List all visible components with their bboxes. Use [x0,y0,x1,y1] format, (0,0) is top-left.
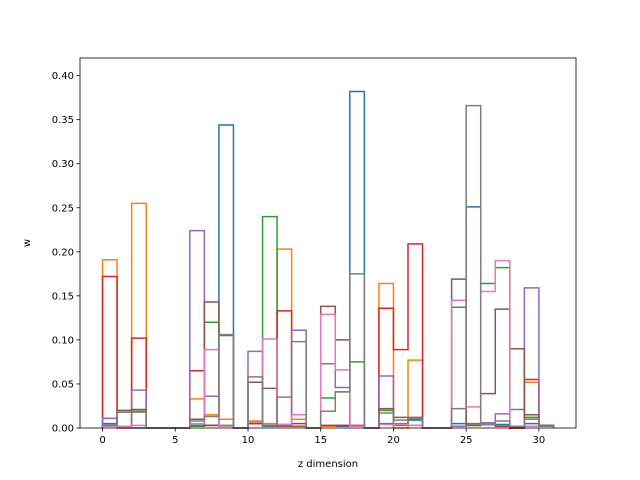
x-tick-label: 25 [460,435,473,446]
series-8-step-line [101,104,555,429]
plot-area [80,58,576,428]
x-tick-label: 20 [387,435,400,446]
y-tick-label: 0.40 [52,71,74,82]
ticks-layer: 0 5 10 15 20 25 30 0.00 0.05 0.10 0.15 0.20 0.25 0.30… [52,71,546,446]
y-tick-label: 0.30 [52,159,74,170]
y-tick-label: 0.10 [52,335,74,346]
x-tick-label: 10 [242,435,255,446]
x-tick-label: 0 [99,435,105,446]
y-tick-label: 0.25 [52,203,74,214]
x-tick-label: 15 [314,435,327,446]
x-axis-label: z dimension [298,459,358,470]
y-axis-label: w [22,239,33,247]
y-tick-label: 0.20 [52,247,74,258]
y-tick-label: 0.05 [52,379,74,390]
plot-frame [79,57,577,429]
x-tick-label: 30 [533,435,546,446]
y-tick-label: 0.00 [52,424,74,435]
y-tick-label: 0.15 [52,291,74,302]
y-tick-label: 0.35 [52,115,74,126]
x-tick-label: 5 [172,435,178,446]
